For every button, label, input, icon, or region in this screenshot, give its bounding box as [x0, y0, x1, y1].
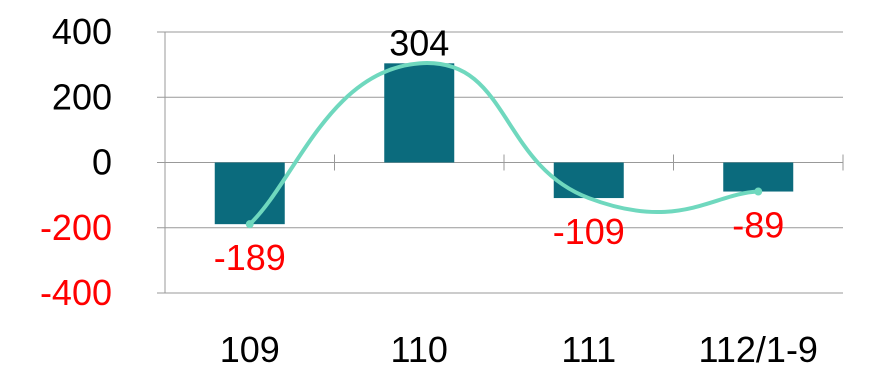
x-tick-label: 111: [561, 329, 616, 370]
bar: [723, 162, 794, 192]
trendline: [245, 61, 763, 229]
data-label: -89: [732, 205, 784, 246]
data-labels: -189 304 -109 -89: [214, 22, 785, 278]
data-label: -189: [214, 237, 286, 278]
trendline-end-marker: [754, 187, 763, 196]
y-tick-label: 400: [52, 11, 112, 52]
x-tick-label: 112/1-9: [699, 329, 818, 370]
y-tick-label: 200: [52, 76, 112, 117]
data-label: 304: [389, 22, 449, 63]
y-tick-label: -200: [40, 207, 112, 248]
trendline-curve: [247, 61, 761, 227]
bars: [214, 63, 794, 225]
y-tick-label: -400: [40, 272, 112, 313]
x-tick-label: 109: [220, 329, 280, 370]
data-label: -109: [553, 211, 625, 252]
x-tick-label: 110: [391, 329, 448, 370]
y-axis-tick-labels: 400 200 0 -200 -400: [40, 11, 112, 313]
x-axis-tick-labels: 109 110 111 112/1-9: [220, 329, 818, 370]
bar: [384, 63, 455, 163]
bar: [553, 162, 624, 199]
trendline-end-marker: [245, 220, 254, 229]
y-tick-label: 0: [92, 142, 112, 183]
